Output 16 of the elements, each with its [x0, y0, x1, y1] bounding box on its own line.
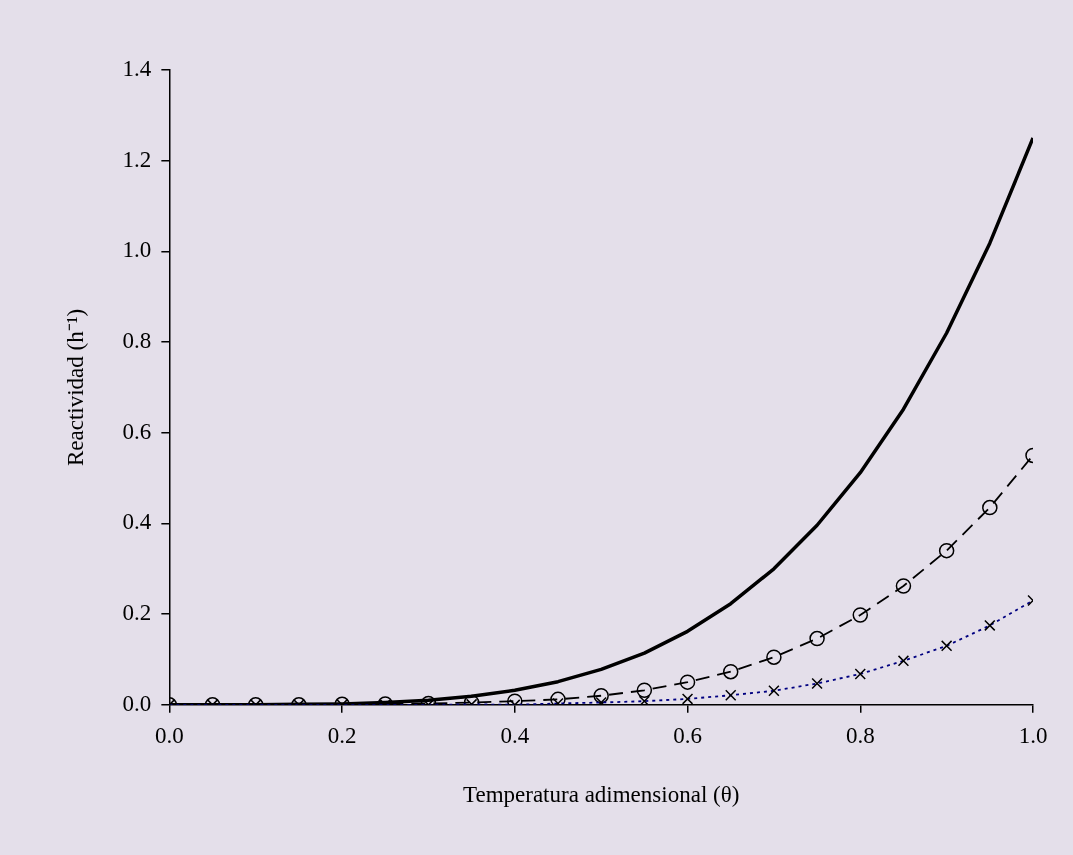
x-tick-label: 0.8: [845, 722, 875, 748]
y-tick-label: 0.8: [122, 328, 152, 354]
x-axis-title: Temperatura adimensional (θ): [463, 782, 740, 808]
y-tick-label: 0.4: [122, 509, 152, 535]
y-tick-label: 1.4: [122, 56, 152, 82]
y-tick-label: 1.0: [122, 237, 152, 263]
x-tick-label: 0.0: [154, 722, 184, 748]
x-tick-label: 0.6: [673, 722, 702, 748]
y-tick-label: 0.2: [122, 600, 152, 626]
x-tick-label: 0.2: [327, 722, 357, 748]
y-tick-label: 1.2: [122, 146, 152, 172]
x-tick-label: 1.0: [1018, 722, 1048, 748]
y-tick-label: 0.0: [122, 690, 152, 716]
y-axis-title: Reactividad (h⁻¹): [62, 308, 88, 467]
y-tick-label: 0.6: [122, 418, 152, 444]
x-tick-label: 0.4: [500, 722, 530, 748]
